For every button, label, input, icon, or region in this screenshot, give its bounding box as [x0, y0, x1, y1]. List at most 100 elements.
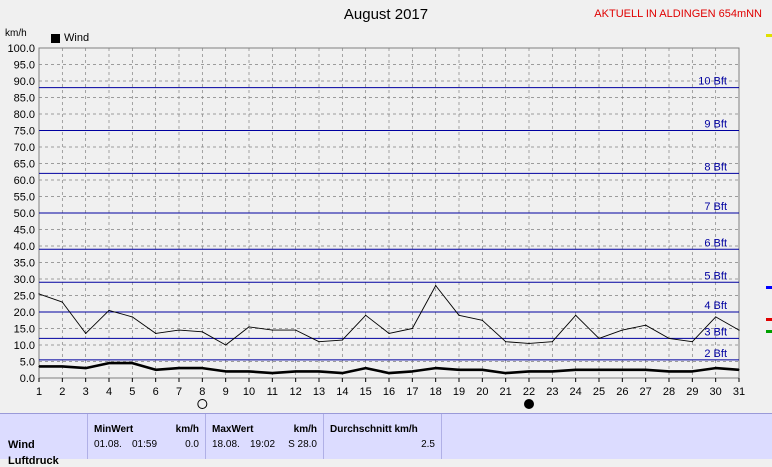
x-tick-label: 15: [360, 386, 372, 398]
min-unit: km/h: [175, 424, 199, 435]
wind-mean-point: [271, 372, 273, 374]
avg-cell: Durchschnitt km/h 2.5: [324, 414, 442, 459]
chart-title: August 2017: [343, 6, 429, 23]
wind-gust-point: [295, 329, 297, 331]
max-cell: MaxWert km/h 18.08. 19:02 S 28.0: [206, 414, 324, 459]
wind-gust-point: [645, 324, 647, 326]
x-tick-label: 5: [129, 386, 135, 398]
wind-mean-point: [341, 372, 343, 374]
wind-gust-point: [201, 331, 203, 333]
beaufort-label: 10 Bft: [698, 76, 727, 88]
y-tick-label: 15.0: [14, 324, 35, 336]
station-label: AKTUELL IN ALDINGEN 654mNN: [594, 8, 762, 20]
min-time: 01:59: [132, 439, 158, 450]
max-unit: km/h: [293, 424, 317, 435]
wind-gust-point: [738, 329, 740, 331]
wind-mean-point: [318, 370, 320, 372]
x-tick-label: 31: [733, 386, 745, 398]
wind-gust-point: [691, 341, 693, 343]
x-tick-label: 1: [36, 386, 42, 398]
x-tick-label: 3: [83, 386, 89, 398]
wind-gust-point: [365, 314, 367, 316]
x-tick-label: 21: [500, 386, 512, 398]
avg-header: Durchschnitt km/h: [330, 424, 418, 435]
wind-chart: 2 Bft 3 Bft 4 Bft 5 Bft 6 Bft 7 Bft 8 Bft 9 Bft…: [7, 43, 745, 409]
max-date: 18.08.: [212, 439, 240, 450]
x-tick-label: 30: [710, 386, 722, 398]
beaufort-label: 2 Bft: [704, 348, 727, 360]
stats-label-cell: [0, 414, 88, 459]
wind-mean-point: [738, 369, 740, 371]
wind-mean-point: [248, 370, 250, 372]
x-tick-label: 17: [406, 386, 418, 398]
x-tick-label: 26: [616, 386, 628, 398]
x-tick-label: 27: [640, 386, 652, 398]
beaufort-label: 6 Bft: [704, 237, 727, 249]
y-tick-label: 90.0: [14, 76, 35, 88]
y-tick-label: 35.0: [14, 258, 35, 270]
x-tick-label: 8: [199, 386, 205, 398]
x-tick-label: 29: [686, 386, 698, 398]
edge-mark-green: [766, 330, 772, 333]
wind-mean-point: [691, 370, 693, 372]
y-tick-label: 80.0: [14, 109, 35, 121]
wind-gust-point: [178, 329, 180, 331]
wind-mean-point: [38, 365, 40, 368]
wind-mean-point: [551, 370, 553, 372]
x-tick-label: 28: [663, 386, 675, 398]
y-tick-label: 100.0: [7, 43, 35, 55]
wind-mean-point: [621, 369, 623, 371]
wind-mean-point: [505, 372, 507, 374]
wind-mean-point: [178, 367, 180, 369]
max-header: MaxWert: [212, 424, 254, 435]
wind-gust-point: [668, 337, 670, 339]
wind-mean-point: [201, 367, 203, 369]
wind-mean-point: [131, 362, 133, 364]
grid-layer: [38, 47, 740, 379]
x-tick-label: 13: [313, 386, 325, 398]
wind-gust-point: [38, 293, 40, 295]
wind-gust-point: [85, 332, 87, 335]
wind-gust-point: [715, 316, 717, 318]
y-tick-label: 20.0: [14, 307, 35, 319]
y-tick-label: 10.0: [14, 340, 35, 352]
wind-mean-point: [61, 365, 63, 368]
edge-mark-yellow: [766, 34, 772, 37]
x-tick-label: 20: [476, 386, 488, 398]
stats-table: Wind Luftdruck MinWert km/h 01.08. 01:59…: [0, 413, 772, 467]
edge-mark-red: [766, 318, 772, 321]
y-tick-label: 55.0: [14, 192, 35, 204]
x-tick-label: 6: [153, 386, 159, 398]
series-layer: [38, 285, 740, 375]
x-tick-label: 22: [523, 386, 535, 398]
beaufort-label: 5 Bft: [704, 270, 727, 282]
y-tick-label: 75.0: [14, 126, 35, 138]
wind-mean-point: [108, 362, 110, 364]
max-value: S 28.0: [288, 439, 317, 450]
wind-mean-point: [365, 367, 367, 369]
y-tick-label: 45.0: [14, 225, 35, 237]
min-date: 01.08.: [94, 439, 122, 450]
y-tick-label: 85.0: [14, 93, 35, 105]
x-tick-label: 12: [290, 386, 302, 398]
x-tick-label: 23: [546, 386, 558, 398]
x-tick-label: 2: [59, 386, 65, 398]
wind-mean-point: [715, 367, 717, 369]
wind-gust-point: [528, 342, 530, 344]
wind-gust-point: [505, 341, 507, 343]
y-tick-label: 30.0: [14, 274, 35, 286]
x-tick-label: 24: [570, 386, 582, 398]
x-tick-label: 4: [106, 386, 112, 398]
wind-gust-point: [341, 339, 343, 341]
beaufort-label: 4 Bft: [704, 300, 727, 312]
legend-label: Wind: [64, 32, 90, 44]
min-value: 0.0: [185, 439, 199, 450]
wind-gust-point: [248, 326, 250, 328]
y-tick-label: 70.0: [14, 142, 35, 154]
wind-gust-point: [271, 329, 273, 331]
edge-mark-blue: [766, 286, 772, 289]
wind-mean-point: [155, 369, 157, 371]
y-tick-label: 0.0: [20, 373, 35, 385]
beaufort-label: 3 Bft: [704, 326, 727, 338]
wind-gust-point: [108, 309, 110, 311]
